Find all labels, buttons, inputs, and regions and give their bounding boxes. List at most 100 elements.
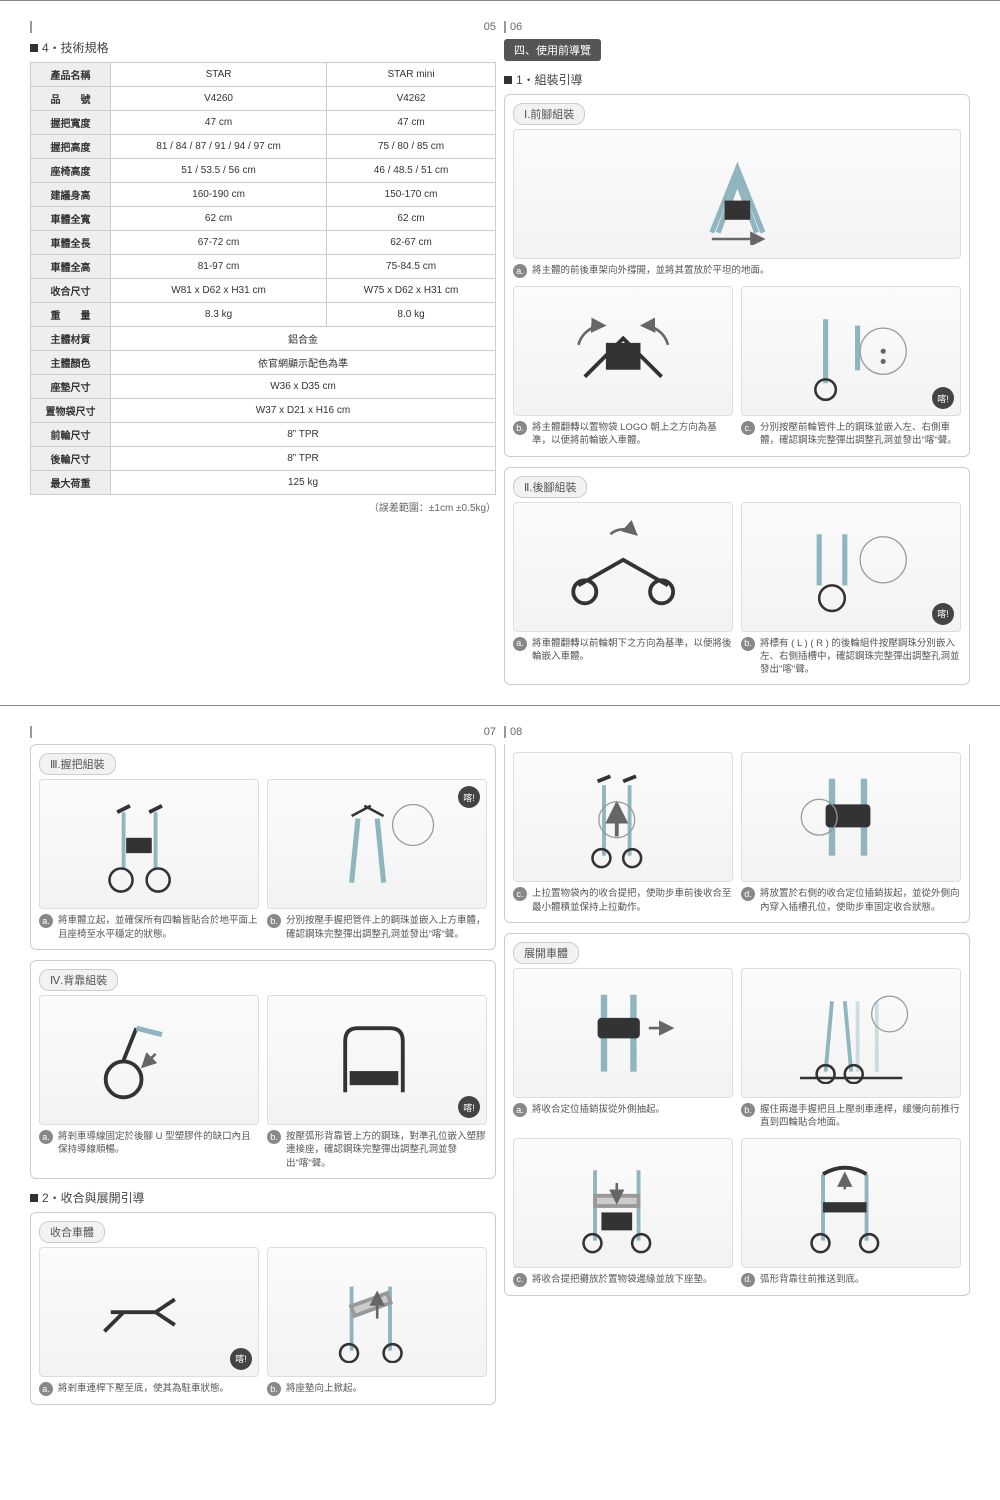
sub-label-rear-leg: Ⅱ.後腳組裝 xyxy=(513,476,587,498)
step-badge: d. xyxy=(741,1273,755,1287)
figure: 喀! xyxy=(741,286,961,416)
figure xyxy=(741,752,961,882)
page-06: 06 四、使用前導覽 1・組裝引導 Ⅰ.前腳組裝 a.將主體的前後車架向外撐開，… xyxy=(504,21,970,695)
section-spec-heading: 4・技術規格 xyxy=(30,39,496,56)
step-badge: a. xyxy=(39,914,53,928)
spec-row-label: 最大荷重 xyxy=(31,471,111,495)
step-text: 將車體立起，並確保所有四輪皆貼合於地平面上且座椅至水平穩定的狀態。 xyxy=(58,914,259,941)
section-fold-heading: 2・收合與展開引導 xyxy=(30,1189,496,1206)
figure xyxy=(513,968,733,1098)
spec-cell: 鋁合金 xyxy=(111,327,496,351)
panel-fold: 收合車體 喀! a.將剎車連桿下壓至底，使其為駐車狀態。 b.將座墊向上掀起。 xyxy=(30,1212,496,1405)
step-text: 將收合提把攤放於置物袋邊緣並放下座墊。 xyxy=(532,1273,713,1287)
spec-cell: 47 cm xyxy=(111,111,327,135)
spec-row-label: 重 量 xyxy=(31,303,111,327)
spec-cell: 81-97 cm xyxy=(111,255,327,279)
step-badge: c. xyxy=(741,421,755,435)
page-07: 07 Ⅲ.握把組裝 a. 將車體立起，並確保所有四輪皆貼合於地平面上且座椅至水平穩… xyxy=(30,726,496,1414)
spec-cell: W81 x D62 x H31 cm xyxy=(111,279,327,303)
spec-row-label: 車體全長 xyxy=(31,231,111,255)
spread-07-08: 07 Ⅲ.握把組裝 a. 將車體立起，並確保所有四輪皆貼合於地平面上且座椅至水平穩… xyxy=(0,705,1000,1424)
step-text: 分別按壓手握把管件上的鋼珠並嵌入上方車體，確認鋼珠完整彈出調整孔洞並發出"喀"聲… xyxy=(286,914,487,941)
sub-label-handle: Ⅲ.握把組裝 xyxy=(39,753,116,775)
page-number: 05 xyxy=(30,21,496,33)
spec-row-label: 座墊尺寸 xyxy=(31,375,111,399)
step-text: 按壓弧形背靠管上方的鋼珠，對準孔位嵌入塑膠連接座，確認鋼珠完整彈出調整孔洞並發出… xyxy=(286,1130,487,1170)
step-text: 將車體翻轉以前輪朝下之方向為基準，以便將後輪嵌入車體。 xyxy=(532,637,733,664)
figure: 喀! xyxy=(741,502,961,632)
page-number: 07 xyxy=(30,726,496,738)
step-badge: a. xyxy=(513,264,527,278)
spec-cell: W37 x D21 x H16 cm xyxy=(111,399,496,423)
spec-cell: 依官網顯示配色為準 xyxy=(111,351,496,375)
spec-row-label: 收合尺寸 xyxy=(31,279,111,303)
panel-rear-leg: Ⅱ.後腳組裝 a.將車體翻轉以前輪朝下之方向為基準，以便將後輪嵌入車體。 喀! … xyxy=(504,467,970,686)
spread-05-06: 05 4・技術規格 產品名稱STARSTAR mini品 號V4260V4262… xyxy=(0,0,1000,705)
step-text: 上拉置物袋內的收合提把，使助步車前後收合至最小體積並保持上拉動作。 xyxy=(532,887,733,914)
click-bubble: 喀! xyxy=(932,603,954,625)
spec-cell: 160-190 cm xyxy=(111,183,327,207)
figure xyxy=(39,779,259,909)
spec-cell: 75 / 80 / 85 cm xyxy=(327,135,496,159)
spec-row-label: 前輪尺寸 xyxy=(31,423,111,447)
page-08: 08 c. 上拉置物袋內的收合提把，使助步車前後收合至最小體積並保持上拉動作。 d… xyxy=(504,726,970,1414)
spec-row-label: 建議身高 xyxy=(31,183,111,207)
spec-cell: 51 / 53.5 / 56 cm xyxy=(111,159,327,183)
figure xyxy=(39,995,259,1125)
spec-row-label: 握把高度 xyxy=(31,135,111,159)
spec-cell: 8” TPR xyxy=(111,423,496,447)
spec-row-label: 產品名稱 xyxy=(31,63,111,87)
spec-cell: 8.0 kg xyxy=(327,303,496,327)
spec-row-label: 品 號 xyxy=(31,87,111,111)
spec-cell: 67-72 cm xyxy=(111,231,327,255)
spec-cell: W75 x D62 x H31 cm xyxy=(327,279,496,303)
spec-row-label: 車體全寬 xyxy=(31,207,111,231)
panel-front-leg: Ⅰ.前腳組裝 a.將主體的前後車架向外撐開，並將其置放於平坦的地面。 b.將主體… xyxy=(504,94,970,457)
step-text: 握住兩邊手握把且上壓剎車連桿，緩慢向前推行直到四輪貼合地面。 xyxy=(760,1103,961,1130)
step-badge: b. xyxy=(513,421,527,435)
figure xyxy=(513,129,961,259)
spec-row-label: 主體材質 xyxy=(31,327,111,351)
section-use-guide: 四、使用前導覽 xyxy=(504,39,601,61)
step-badge: b. xyxy=(741,1103,755,1117)
panel-fold-continued: c.上拉置物袋內的收合提把，使助步車前後收合至最小體積並保持上拉動作。 d.將放… xyxy=(504,744,970,923)
spec-row-label: 後輪尺寸 xyxy=(31,447,111,471)
step-badge: a. xyxy=(513,1103,527,1117)
step-text: 將主體翻轉以置物袋 LOGO 朝上之方向為基準，以便將前輪嵌入車體。 xyxy=(532,421,733,448)
spec-cell: 47 cm xyxy=(327,111,496,135)
figure: 喀! xyxy=(267,995,487,1125)
figure xyxy=(741,1138,961,1268)
step-text: 將標有 ( L ) ( R ) 的後輪組件按壓鋼珠分別嵌入左、右側插槽中，確認鋼… xyxy=(760,637,961,677)
step-badge: a. xyxy=(39,1130,53,1144)
figure: 喀! xyxy=(39,1247,259,1377)
step-badge: b. xyxy=(267,914,281,928)
spec-row-label: 車體全高 xyxy=(31,255,111,279)
spec-cell: STAR xyxy=(111,63,327,87)
figure xyxy=(513,502,733,632)
spec-row-label: 座椅高度 xyxy=(31,159,111,183)
step-text: 將剎車導線固定於後腳 U 型塑膠件的缺口內且保持導線順暢。 xyxy=(58,1130,259,1157)
step-text: 分別按壓前輪管件上的鋼珠並嵌入左、右側車體，確認鋼珠完整彈出調整孔洞並發出"喀"… xyxy=(760,421,961,448)
figure xyxy=(513,286,733,416)
spec-cell: 62 cm xyxy=(111,207,327,231)
spec-cell: 81 / 84 / 87 / 91 / 94 / 97 cm xyxy=(111,135,327,159)
spec-row-label: 置物袋尺寸 xyxy=(31,399,111,423)
step-badge: c. xyxy=(513,887,527,901)
spec-cell: V4262 xyxy=(327,87,496,111)
step-text: 將收合定位插銷拔從外側抽起。 xyxy=(532,1103,665,1117)
spec-row-label: 主體顏色 xyxy=(31,351,111,375)
step-badge: d. xyxy=(741,887,755,901)
step-badge: b. xyxy=(741,637,755,651)
figure xyxy=(513,1138,733,1268)
spec-cell: 8.3 kg xyxy=(111,303,327,327)
page-number: 08 xyxy=(504,726,970,738)
step-badge: b. xyxy=(267,1130,281,1144)
spec-cell: V4260 xyxy=(111,87,327,111)
page-05: 05 4・技術規格 產品名稱STARSTAR mini品 號V4260V4262… xyxy=(30,21,496,695)
spec-cell: 62 cm xyxy=(327,207,496,231)
page-number: 06 xyxy=(504,21,970,33)
spec-row-label: 握把寬度 xyxy=(31,111,111,135)
panel-backrest: Ⅳ.背靠組裝 a.將剎車導線固定於後腳 U 型塑膠件的缺口內且保持導線順暢。 喀… xyxy=(30,960,496,1179)
step-badge: a. xyxy=(513,637,527,651)
spec-cell: 125 kg xyxy=(111,471,496,495)
